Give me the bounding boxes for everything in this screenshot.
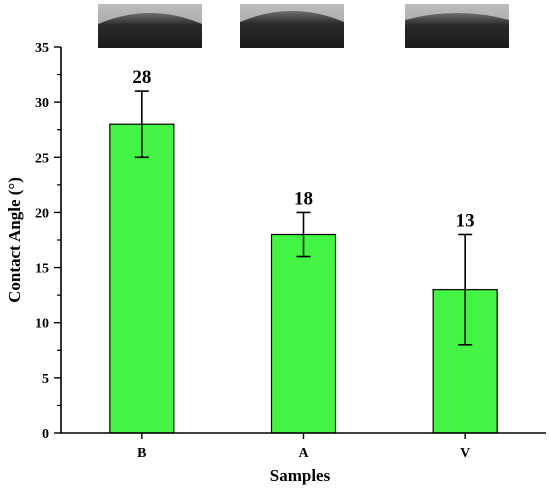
data-label-v: 13 <box>456 210 475 231</box>
data-label-a: 18 <box>294 188 313 209</box>
y-tick-label: 15 <box>35 262 49 277</box>
x-tick-label-a: A <box>298 446 309 461</box>
error-bars <box>134 90 473 346</box>
x-axis-title: Samples <box>270 466 331 485</box>
y-axis-title: Contact Angle (°) <box>5 177 24 303</box>
y-tick-label: 5 <box>42 372 49 387</box>
y-tick-label: 0 <box>42 427 49 442</box>
bars <box>109 123 498 434</box>
value-labels: 28 18 13 <box>132 67 474 231</box>
droplet-inset-b <box>98 4 202 48</box>
y-axis-ticks: 0 5 10 15 20 25 30 35 <box>35 41 61 442</box>
y-tick-label: 10 <box>35 317 49 332</box>
y-tick-label: 30 <box>35 96 49 111</box>
y-tick-label: 35 <box>35 41 49 56</box>
data-label-b: 28 <box>132 67 151 88</box>
y-tick-label: 25 <box>35 151 49 166</box>
droplet-inset-a <box>240 4 344 48</box>
y-tick-label: 20 <box>35 206 49 221</box>
x-tick-label-v: V <box>460 446 470 461</box>
bar-a <box>270 233 337 434</box>
bar-b <box>109 123 175 434</box>
x-tick-label-b: B <box>137 446 146 461</box>
droplet-inset-v <box>405 4 509 48</box>
